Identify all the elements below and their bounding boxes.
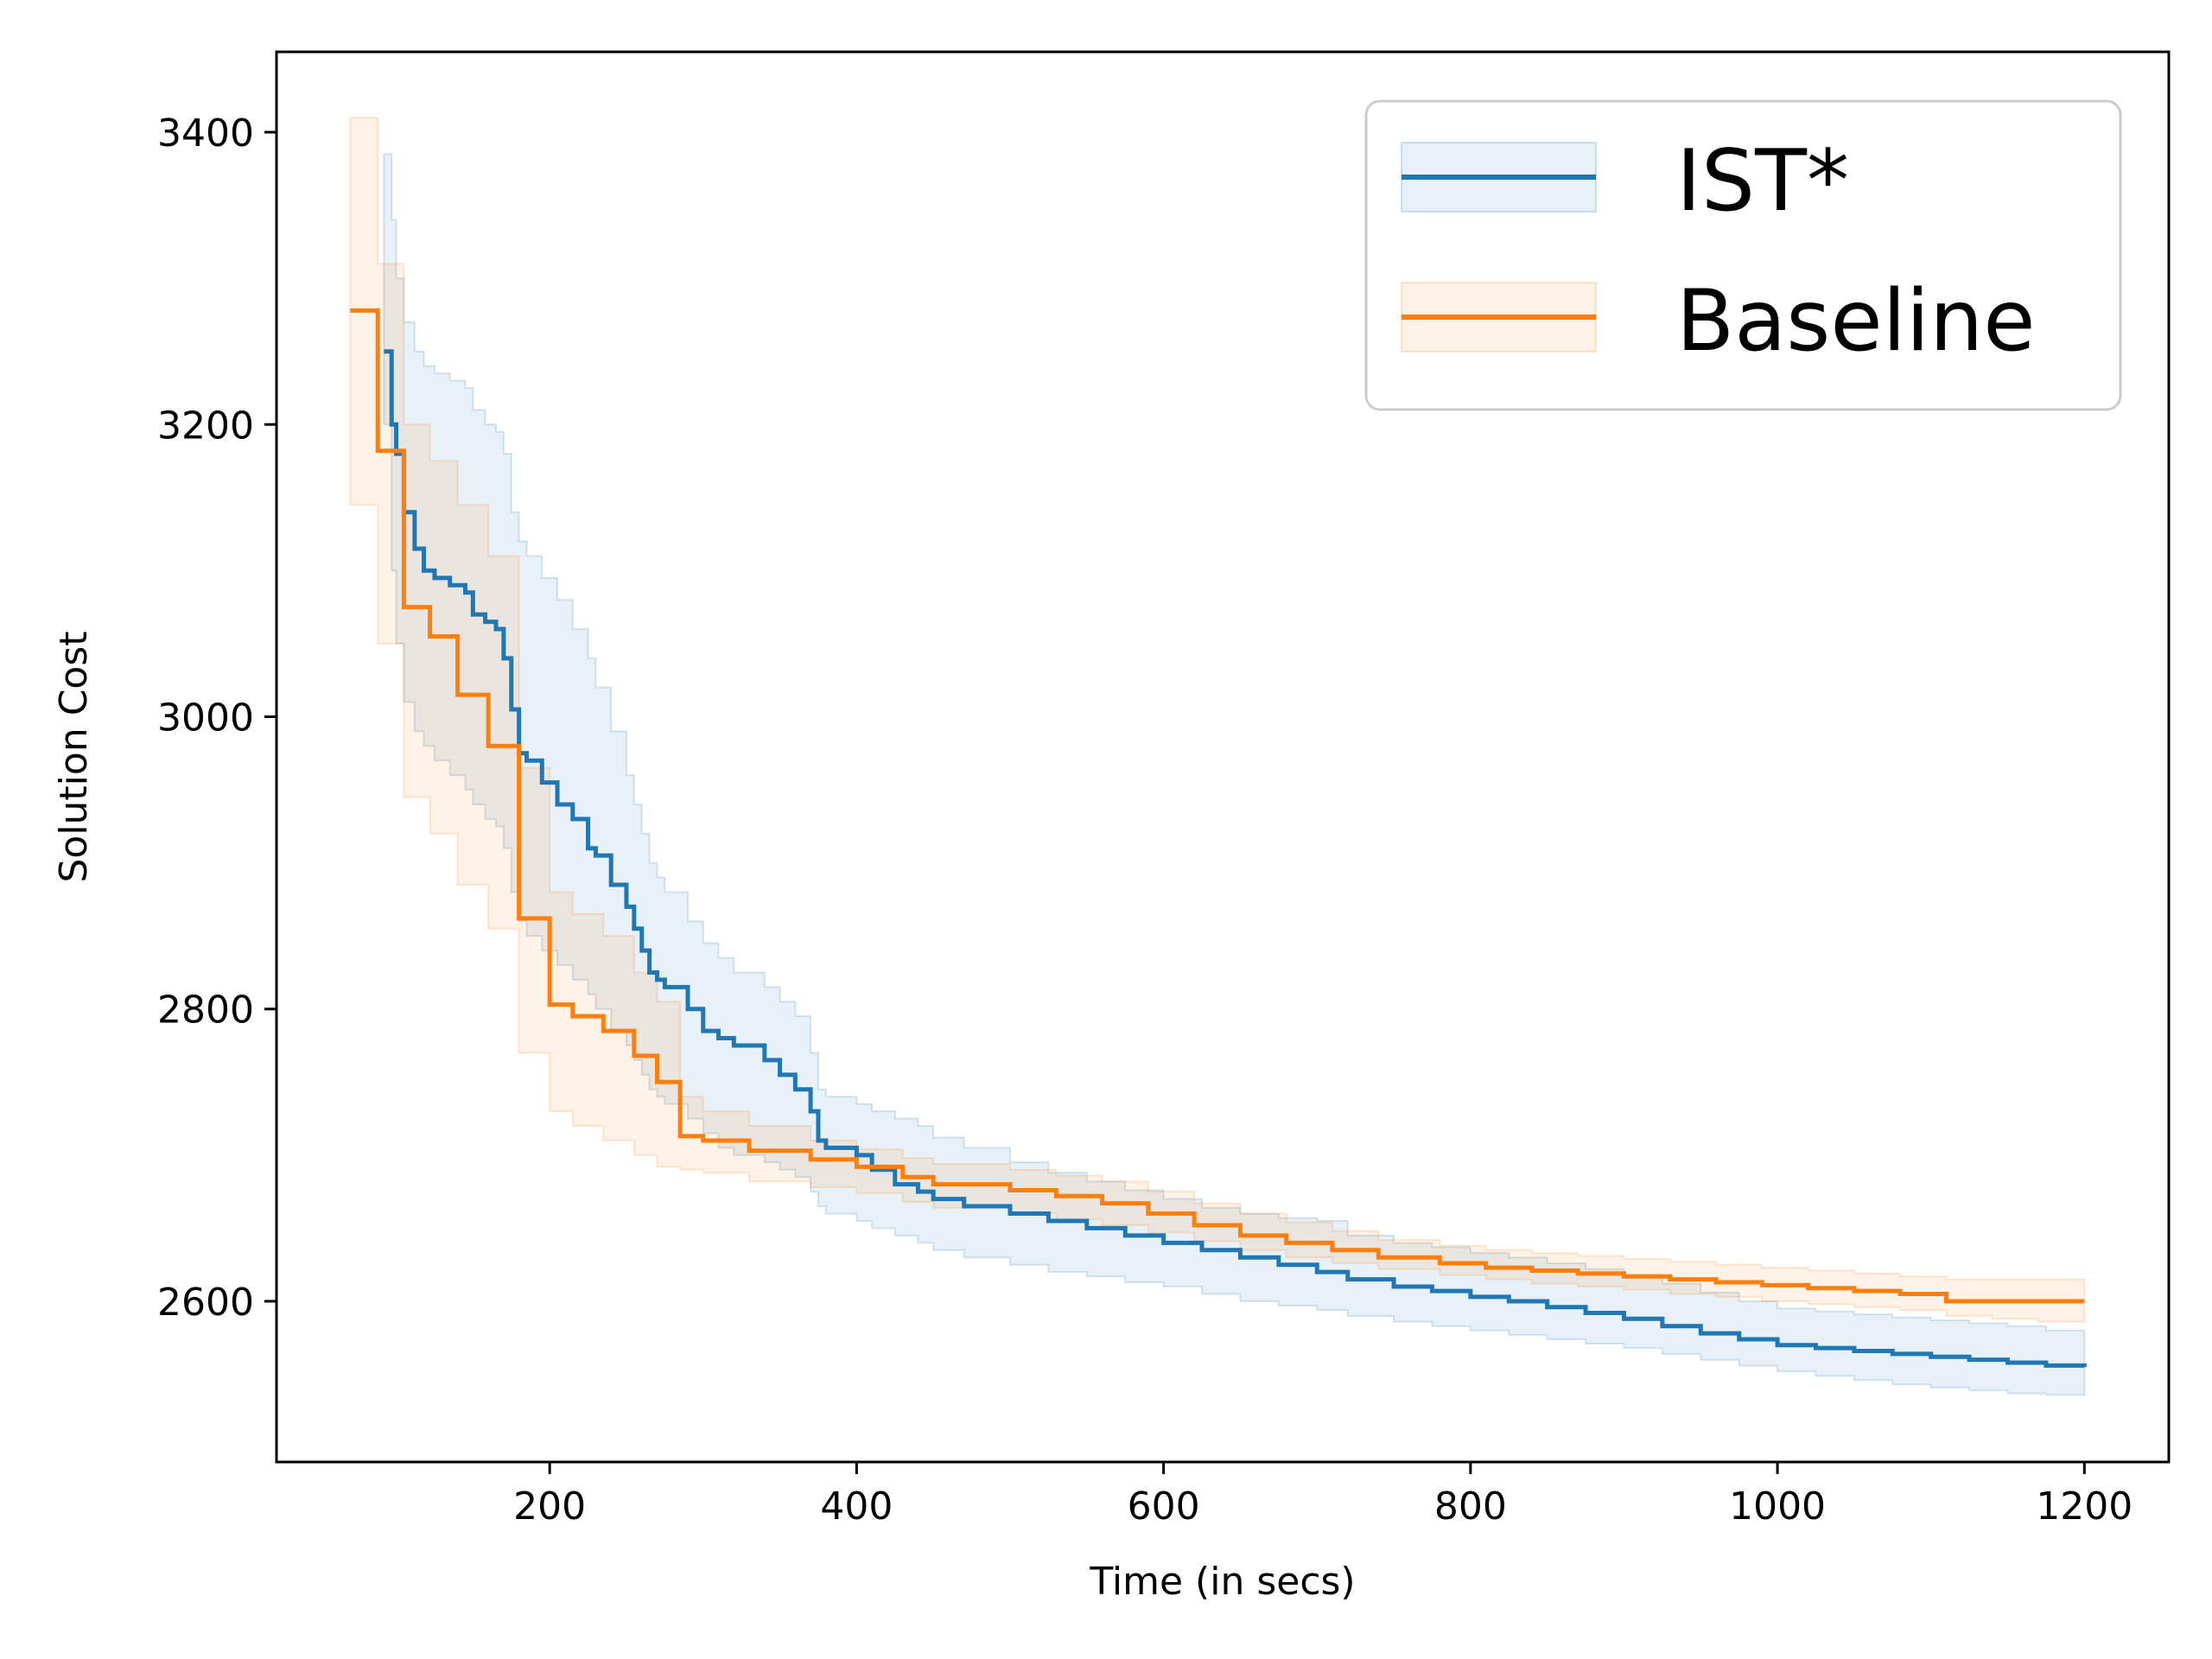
y-axis-ticks: 2600 2800 3000 3200 3400 [157, 111, 276, 1325]
legend-label-ist: IST* [1676, 132, 1849, 231]
x-axis-ticks: 200 400 600 800 1000 1200 [513, 1462, 2133, 1529]
y-tick-label: 2600 [157, 1281, 254, 1325]
x-tick-label: 600 [1128, 1484, 1200, 1529]
plot-frame [275, 50, 2171, 1464]
y-tick-label: 2800 [157, 988, 254, 1033]
y-tick-label: 3000 [157, 696, 254, 740]
series-lines [350, 308, 2087, 1368]
x-tick-label: 400 [820, 1484, 893, 1529]
x-tick-label: 1200 [2036, 1484, 2133, 1529]
x-tick-label: 200 [513, 1484, 586, 1529]
line-ist [384, 349, 2087, 1368]
legend: IST* Baseline [1364, 99, 2122, 411]
band-baseline [349, 117, 2086, 1324]
y-tick-label: 3400 [157, 111, 254, 156]
confidence-bands [349, 117, 2086, 1396]
y-axis-label: Solution Cost [52, 631, 96, 882]
legend-label-baseline: Baseline [1676, 272, 2036, 371]
x-tick-label: 800 [1434, 1484, 1507, 1529]
band-ist [383, 153, 2086, 1396]
x-axis-label: Time (in secs) [1089, 1560, 1355, 1604]
line-baseline [350, 308, 2085, 1304]
x-tick-label: 1000 [1729, 1484, 1826, 1529]
y-tick-label: 3200 [157, 404, 254, 448]
